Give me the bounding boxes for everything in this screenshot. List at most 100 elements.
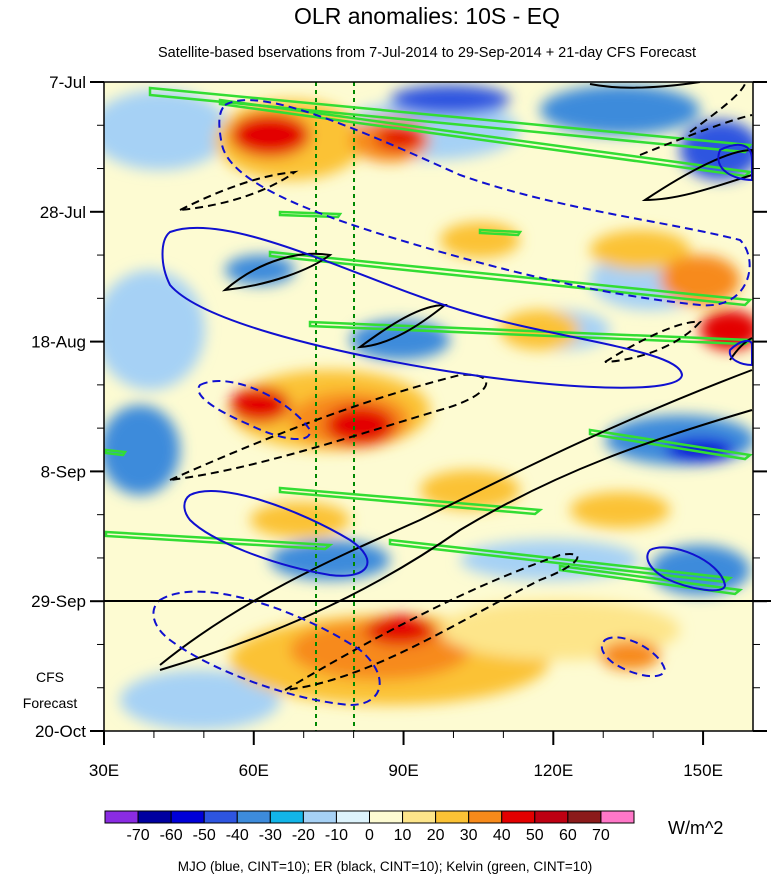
colorbar-label: 10 xyxy=(394,827,412,844)
colorbar-swatch xyxy=(170,810,205,824)
er-contour-solid xyxy=(221,252,333,292)
footer-note: MJO (blue, CINT=10); ER (black, CINT=10)… xyxy=(178,859,593,874)
colorbar-swatch xyxy=(567,810,602,824)
y-tick-label: 8-Sep xyxy=(41,462,86,481)
anomaly-blob xyxy=(270,540,390,580)
kelvin-contour xyxy=(148,86,753,154)
kelvin-contour xyxy=(268,250,753,307)
x-axis: 30E 60E 90E 120E 150E xyxy=(89,731,723,780)
kelvin-contour xyxy=(308,320,753,346)
x-tick-label: 60E xyxy=(239,761,269,780)
colorbar-label: 30 xyxy=(460,827,478,844)
kelvin-contours xyxy=(104,86,753,596)
kelvin-contour xyxy=(558,564,744,596)
anomaly-blob xyxy=(120,670,280,730)
colorbar-swatch xyxy=(501,810,536,824)
mjo-contour-solid xyxy=(183,490,369,577)
mjo-contour-solid xyxy=(646,546,727,592)
anomaly-blob xyxy=(590,230,690,270)
anomaly-blob xyxy=(104,270,205,390)
er-contour-dashed xyxy=(689,83,746,133)
colorbar-label: -20 xyxy=(292,827,315,844)
er-contour-solid xyxy=(159,369,753,666)
anomaly-blob xyxy=(104,90,230,170)
kelvin-contour xyxy=(218,98,753,178)
anomaly-blob xyxy=(420,470,520,510)
kelvin-contour xyxy=(588,428,753,461)
mjo-contour-solid xyxy=(728,339,753,367)
er-contour-solid xyxy=(589,82,701,89)
forecast-label-line-1: CFS xyxy=(36,669,64,685)
er-contours xyxy=(159,82,753,691)
x-tick-label: 150E xyxy=(683,761,723,780)
colorbar-swatch xyxy=(335,810,370,824)
colorbar-label: 40 xyxy=(493,827,511,844)
anomaly-blob xyxy=(375,126,425,150)
colorbar: -70 -60 -50 -40 -30 -20 -10 0 10 20 30 40 50 60 70 xyxy=(104,810,635,844)
mjo-contour-dashed xyxy=(197,380,312,441)
kelvin-contour xyxy=(104,448,128,457)
colorbar-swatch xyxy=(302,810,337,824)
anomaly-blob xyxy=(600,640,660,670)
y-axis: 7-Jul 28-Jul 18-Aug 8-Sep 29-Sep 20-Oct xyxy=(31,73,767,741)
mjo-contour-dashed xyxy=(152,590,381,707)
olr-anomaly-field xyxy=(104,82,753,731)
anomaly-blob xyxy=(540,85,700,135)
colorbar-swatch xyxy=(534,810,569,824)
er-contour-dashed xyxy=(284,553,579,691)
anomaly-blob xyxy=(570,492,670,528)
y-tick-label: 7-Jul xyxy=(49,73,86,92)
colorbar-swatch xyxy=(104,810,139,824)
colorbar-swatch xyxy=(137,810,172,824)
colorbar-label: -30 xyxy=(259,827,282,844)
colorbar-swatch xyxy=(236,810,271,824)
anomaly-blob xyxy=(230,387,290,423)
colorbar-label: -50 xyxy=(193,827,216,844)
y-tick-label: 29-Sep xyxy=(31,592,86,611)
colorbar-label: -70 xyxy=(127,827,150,844)
x-tick-label: 30E xyxy=(89,761,119,780)
colorbar-swatch xyxy=(203,810,238,824)
mjo-contours xyxy=(152,99,753,707)
chart-subtitle: Satellite-based bservations from 7-Jul-2… xyxy=(158,45,696,61)
er-contour-dashed xyxy=(169,373,488,481)
anomaly-blob xyxy=(250,502,350,538)
colorbar-label: 20 xyxy=(427,827,445,844)
x-tick-label: 90E xyxy=(388,761,418,780)
er-contour-dashed xyxy=(604,320,703,363)
y-tick-label: 18-Aug xyxy=(31,333,86,352)
y-tick-label: 20-Oct xyxy=(35,722,86,741)
anomaly-blob xyxy=(230,113,310,157)
colorbar-label: 70 xyxy=(592,827,610,844)
forecast-label-line-2: Forecast xyxy=(23,695,78,711)
colorbar-swatch xyxy=(435,810,470,824)
colorbar-label: -60 xyxy=(160,827,183,844)
er-contour-dashed xyxy=(639,114,753,156)
er-contour-solid xyxy=(729,337,753,361)
er-contour-dashed xyxy=(179,170,299,211)
kelvin-contour xyxy=(478,228,523,237)
colorbar-unit: W/m^2 xyxy=(668,818,723,838)
y-tick-label: 28-Jul xyxy=(40,203,86,222)
anomaly-blob xyxy=(390,85,510,115)
kelvin-contour xyxy=(104,530,334,551)
colorbar-swatch xyxy=(269,810,304,824)
anomaly-blob xyxy=(365,615,435,645)
colorbar-label: 60 xyxy=(559,827,577,844)
mjo-contour-solid xyxy=(161,226,684,389)
anomaly-blob xyxy=(325,405,395,445)
anomaly-blob xyxy=(104,405,180,495)
er-contour-solid xyxy=(159,409,753,671)
plot-frame xyxy=(103,81,754,732)
colorbar-label: -10 xyxy=(325,827,348,844)
mjo-contour-dashed xyxy=(600,636,667,678)
colorbar-swatch xyxy=(402,810,437,824)
colorbar-label: -40 xyxy=(226,827,249,844)
colorbar-label: 50 xyxy=(526,827,544,844)
mjo-contour-solid xyxy=(717,143,753,182)
chart-title: OLR anomalies: 10S - EQ xyxy=(294,3,560,29)
colorbar-swatch xyxy=(468,810,503,824)
colorbar-swatch xyxy=(369,810,404,824)
anomaly-blob xyxy=(440,222,520,258)
